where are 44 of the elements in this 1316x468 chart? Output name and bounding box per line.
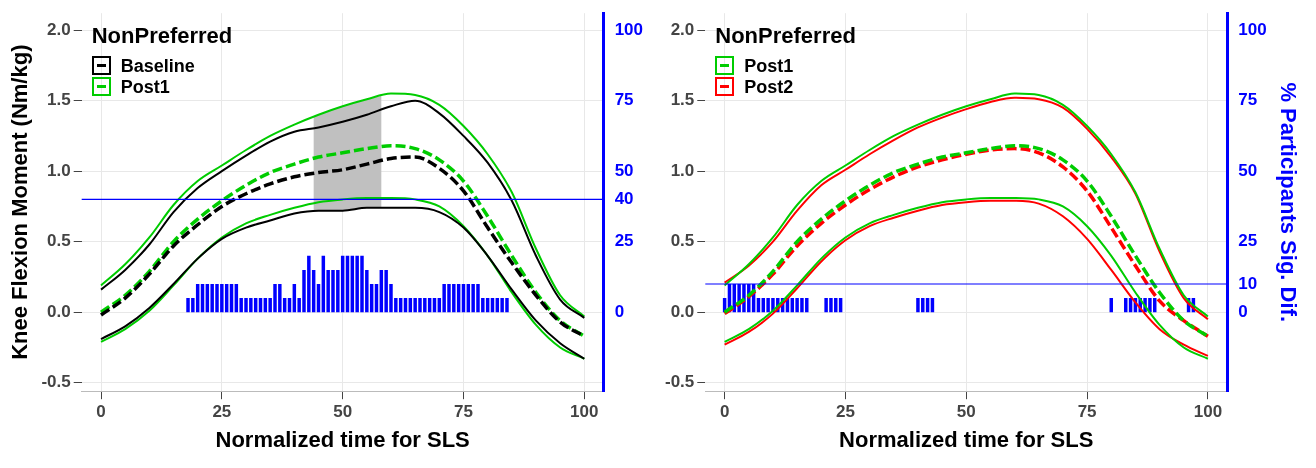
legend-title: NonPreferred (715, 23, 856, 49)
y-tick-label: 0.5 (47, 231, 71, 251)
x-tick-label: 75 (1077, 402, 1097, 422)
x-tick-label: 75 (454, 402, 473, 422)
x-tick-label: 25 (835, 402, 855, 422)
y-tick-label: 1.0 (670, 160, 695, 180)
x-axis-title: Normalized time for SLS (839, 426, 1094, 452)
y2-tick-label: 75 (1238, 90, 1258, 110)
y2-tick-label: 40 (614, 189, 634, 209)
legend-title: NonPreferred (91, 23, 233, 49)
y-tick-label: 1.0 (47, 160, 71, 180)
legend-label: Post1 (120, 76, 170, 97)
y-tick-label: 1.5 (47, 90, 71, 110)
y2-tick-label: 100 (614, 19, 644, 39)
y2-tick-label: 100 (1238, 19, 1267, 39)
x-axis-title: Normalized time for SLS (215, 426, 470, 452)
x-tick-label: 50 (333, 402, 353, 422)
y-tick-label: -0.5 (665, 372, 695, 392)
y-tick-label: 2.0 (47, 19, 71, 39)
y2-tick-label: 50 (614, 160, 634, 180)
legend-label: Post2 (744, 76, 794, 97)
legend-label: Baseline (120, 55, 195, 76)
y-axis-title: Knee Flexion Moment (Nm/kg) (7, 44, 33, 360)
x-tick-label: 25 (212, 402, 232, 422)
y-tick-label: 0.5 (670, 231, 695, 251)
y2-axis-title: % Participants Sig. Dif. (1275, 82, 1301, 322)
y2-tick-label: 75 (614, 90, 634, 110)
x-tick-label: 0 (719, 402, 730, 422)
y2-tick-label: 50 (1238, 160, 1258, 180)
y-tick-label: 1.5 (670, 90, 695, 110)
y-tick-label: 0.0 (47, 301, 71, 321)
y2-tick-label: 10 (1238, 273, 1258, 293)
y-tick-label: 2.0 (670, 19, 695, 39)
y2-tick-label: 25 (1238, 231, 1258, 251)
y-tick-label: -0.5 (41, 372, 71, 392)
y2-tick-label: 0 (1238, 301, 1248, 321)
y2-tick-label: 25 (614, 231, 634, 251)
x-tick-label: 100 (570, 402, 599, 422)
y2-tick-label: 0 (614, 301, 625, 321)
x-tick-label: 100 (1193, 402, 1223, 422)
x-tick-label: 50 (956, 402, 976, 422)
x-tick-label: 0 (96, 402, 106, 422)
legend-label: Post1 (744, 55, 794, 76)
y-tick-label: 0.0 (670, 301, 695, 321)
